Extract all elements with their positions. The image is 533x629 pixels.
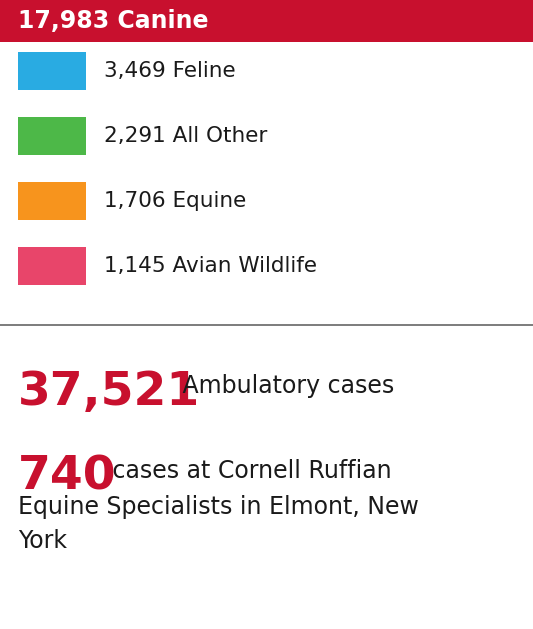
Text: cases at Cornell Ruffian: cases at Cornell Ruffian (105, 459, 392, 483)
Text: 1,145 Avian Wildlife: 1,145 Avian Wildlife (104, 256, 317, 276)
Text: 740: 740 (18, 455, 117, 500)
Bar (0, 0, 533, 42)
Bar (18, 247, 86, 285)
Bar (18, 117, 86, 155)
Bar (18, 182, 86, 220)
Text: 17,983 Canine: 17,983 Canine (18, 9, 208, 33)
Text: 37,521: 37,521 (18, 370, 200, 415)
Text: York: York (18, 529, 67, 553)
Text: Equine Specialists in Elmont, New: Equine Specialists in Elmont, New (18, 495, 419, 519)
Text: 2,291 All Other: 2,291 All Other (104, 126, 268, 146)
Text: 3,469 Feline: 3,469 Feline (104, 61, 236, 81)
Bar (18, 52, 86, 90)
Text: 1,706 Equine: 1,706 Equine (104, 191, 246, 211)
Text: Ambulatory cases: Ambulatory cases (175, 374, 394, 398)
